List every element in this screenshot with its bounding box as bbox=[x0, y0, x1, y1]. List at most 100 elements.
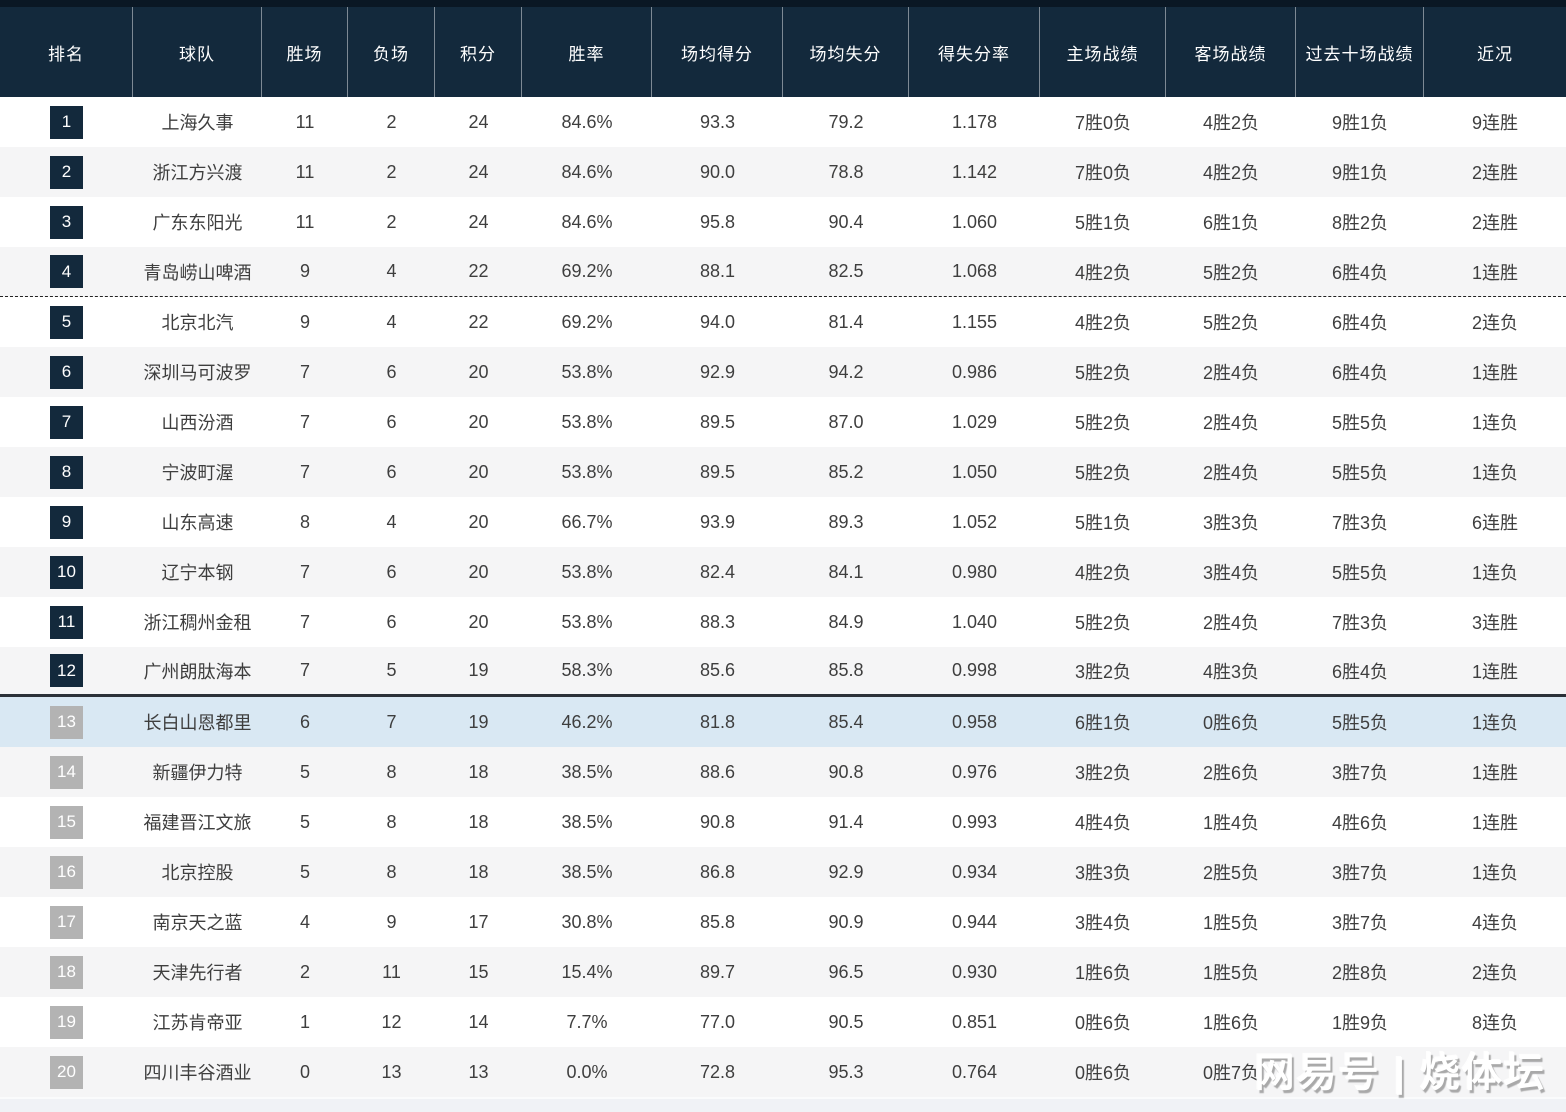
cell-points-ratio: 1.050 bbox=[951, 461, 998, 482]
cell-team: 福建晋江文旅 bbox=[143, 813, 252, 833]
cell-avg-points-for: 86.8 bbox=[699, 861, 736, 882]
cell-last10-record: 9胜1负 bbox=[1331, 113, 1389, 133]
cell-rank: 4 bbox=[0, 247, 133, 296]
cell-away-record: 2胜4负 bbox=[1202, 413, 1260, 433]
cell-win-rate: 84.6% bbox=[561, 111, 613, 132]
cell-rank: 5 bbox=[0, 297, 133, 347]
cell-wins: 8 bbox=[299, 511, 310, 532]
cell-losses: 13 bbox=[381, 1061, 402, 1082]
cell-avg-points-against: 94.2 bbox=[828, 361, 864, 382]
cell-rank: 2 bbox=[0, 147, 133, 197]
cell-avg-points-for: 88.1 bbox=[699, 261, 736, 281]
cell-avg-points-against: 90.4 bbox=[828, 211, 864, 232]
table-row: 2 浙江方兴渡 11 2 24 84.6% 90.0 78.8 1.142 7胜… bbox=[0, 147, 1566, 197]
cell-avg-points-for: 89.7 bbox=[699, 961, 736, 982]
cell-avg-points-against: 91.4 bbox=[828, 811, 864, 832]
cell-wins: 7 bbox=[299, 561, 310, 582]
cell-wins: 5 bbox=[299, 861, 310, 882]
cell-wins: 2 bbox=[299, 961, 310, 982]
cell-avg-points-against: 79.2 bbox=[828, 111, 864, 132]
cell-losses: 12 bbox=[381, 1011, 402, 1032]
cell-avg-points-against: 89.3 bbox=[828, 511, 864, 532]
table-row: 11 浙江稠州金租 7 6 20 53.8% 88.3 84.9 1.040 5… bbox=[0, 597, 1566, 647]
col-header-rank: 排名 bbox=[0, 7, 133, 97]
table-row: 5 北京北汽 9 4 22 69.2% 94.0 81.4 1.155 4胜2负… bbox=[0, 297, 1566, 347]
cell-avg-points-against: 78.8 bbox=[828, 161, 864, 182]
cell-team: 浙江稠州金租 bbox=[143, 613, 252, 633]
cell-avg-points-for: 88.6 bbox=[699, 761, 736, 782]
cell-rank: 20 bbox=[0, 1047, 133, 1097]
cell-home-record: 0胜6负 bbox=[1074, 1013, 1132, 1033]
cell-avg-points-for: 95.8 bbox=[699, 211, 736, 232]
cell-recent-form: 4连负 bbox=[1471, 913, 1518, 933]
cell-points-ratio: 0.986 bbox=[951, 361, 998, 382]
cell-away-record: 1胜5负 bbox=[1202, 913, 1260, 933]
cell-home-record: 3胜2负 bbox=[1074, 763, 1132, 783]
cell-last10-record: 5胜5负 bbox=[1331, 413, 1389, 433]
cell-home-record: 3胜3负 bbox=[1074, 863, 1132, 883]
cell-avg-points-against: 85.4 bbox=[828, 711, 864, 732]
cell-losses: 4 bbox=[386, 311, 397, 332]
cell-team: 山东高速 bbox=[161, 513, 234, 533]
table-row: 19 江苏肯帝亚 1 12 14 7.7% 77.0 90.5 0.851 0胜… bbox=[0, 997, 1566, 1047]
table-row: 15 福建晋江文旅 5 8 18 38.5% 90.8 91.4 0.993 4… bbox=[0, 797, 1566, 847]
cell-avg-points-for: 82.4 bbox=[699, 561, 736, 582]
cell-last10-record: 5胜5负 bbox=[1331, 463, 1389, 483]
cell-home-record: 5胜1负 bbox=[1074, 513, 1132, 533]
cell-rank: 18 bbox=[0, 947, 133, 997]
cell-rank: 19 bbox=[0, 997, 133, 1047]
rank-badge: 2 bbox=[50, 155, 83, 189]
cell-away-record: 4胜3负 bbox=[1202, 661, 1260, 682]
cell-rank: 11 bbox=[0, 597, 133, 647]
cell-home-record: 5胜2负 bbox=[1074, 363, 1132, 383]
cell-rank: 7 bbox=[0, 397, 133, 447]
cell-wins: 11 bbox=[295, 211, 315, 232]
cell-points-ratio: 0.958 bbox=[951, 711, 998, 732]
col-header-recent-form: 近况 bbox=[1477, 44, 1513, 64]
cell-wins: 7 bbox=[299, 411, 310, 432]
cell-last10-record: 6胜4负 bbox=[1331, 262, 1389, 283]
cell-win-rate: 53.8% bbox=[561, 461, 613, 482]
cell-rank: 13 bbox=[0, 697, 133, 747]
cell-points: 24 bbox=[468, 211, 489, 232]
cell-avg-points-against: 87.0 bbox=[828, 411, 864, 432]
cell-points-ratio: 0.934 bbox=[951, 861, 998, 882]
rank-badge: 9 bbox=[50, 505, 83, 539]
cell-away-record: 5胜2负 bbox=[1202, 262, 1260, 283]
cell-points-ratio: 1.155 bbox=[951, 311, 998, 332]
cell-losses: 8 bbox=[386, 761, 397, 782]
cell-points-ratio: 0.993 bbox=[951, 811, 998, 832]
rank-badge: 13 bbox=[50, 705, 83, 739]
cell-away-record: 3胜4负 bbox=[1202, 563, 1260, 583]
cell-last10-record: 3胜7负 bbox=[1331, 763, 1389, 783]
cell-points: 18 bbox=[468, 861, 489, 882]
cell-win-rate: 84.6% bbox=[561, 161, 613, 182]
rank-badge: 15 bbox=[50, 805, 83, 839]
cell-wins: 0 bbox=[299, 1061, 310, 1082]
table-row: 18 天津先行者 2 11 15 15.4% 89.7 96.5 0.930 1… bbox=[0, 947, 1566, 997]
cell-away-record: 4胜2负 bbox=[1202, 113, 1260, 133]
cell-avg-points-for: 90.0 bbox=[699, 161, 736, 182]
cell-avg-points-for: 92.9 bbox=[699, 361, 736, 382]
cell-avg-points-against: 92.9 bbox=[828, 861, 864, 882]
table-row: 3 广东东阳光 11 2 24 84.6% 95.8 90.4 1.060 5胜… bbox=[0, 197, 1566, 247]
rank-badge: 6 bbox=[50, 355, 83, 389]
cell-away-record: 2胜6负 bbox=[1202, 763, 1260, 783]
cell-points: 24 bbox=[468, 161, 489, 182]
cell-rank: 6 bbox=[0, 347, 133, 397]
cell-losses: 6 bbox=[386, 361, 397, 382]
cell-team: 山西汾酒 bbox=[161, 413, 234, 433]
rank-badge: 20 bbox=[50, 1055, 83, 1089]
cell-losses: 2 bbox=[386, 161, 397, 182]
cell-recent-form: 1连负 bbox=[1471, 863, 1518, 883]
cell-wins: 4 bbox=[299, 911, 310, 932]
cell-team: 长白山恩都里 bbox=[143, 713, 252, 733]
table-body: 1 上海久事 11 2 24 84.6% 93.3 79.2 1.178 7胜0… bbox=[0, 97, 1566, 1097]
cell-home-record: 5胜2负 bbox=[1074, 413, 1132, 433]
cell-avg-points-against: 85.8 bbox=[828, 660, 864, 680]
cell-last10-record: 3胜7负 bbox=[1331, 913, 1389, 933]
col-header-last10-record: 过去十场战绩 bbox=[1296, 7, 1424, 97]
cell-away-record: 6胜1负 bbox=[1202, 213, 1260, 233]
cell-team: 浙江方兴渡 bbox=[152, 163, 243, 183]
